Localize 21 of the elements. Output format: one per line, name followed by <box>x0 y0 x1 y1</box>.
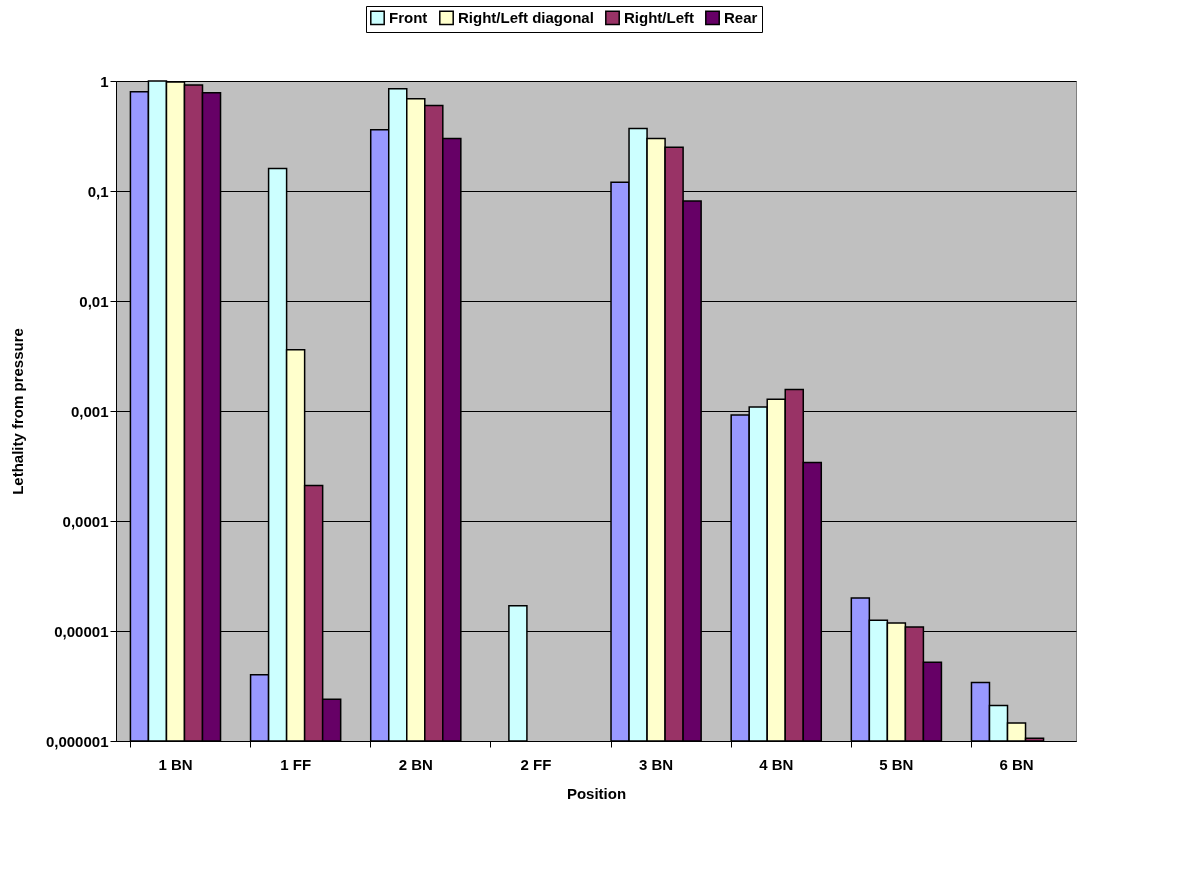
y-tick-label: 0,000001 <box>45 732 109 750</box>
x-tick-label: 1 BN <box>158 755 193 773</box>
x-tick-label: 3 BN <box>638 755 674 773</box>
legend-label: Front <box>389 8 428 26</box>
legend-label: Right/Left <box>624 8 694 26</box>
x-tick-label: 1 FF <box>280 755 312 773</box>
x-axis-title: Position <box>566 784 627 802</box>
y-tick-label: 0,0001 <box>62 512 109 530</box>
y-tick-label: 0,1 <box>87 182 109 200</box>
x-tick-label: 2 FF <box>520 755 552 773</box>
y-axis-title: Lethality from pressure <box>8 328 26 495</box>
y-tick-label: 0,01 <box>79 292 109 310</box>
y-tick-label: 1 <box>100 72 109 90</box>
y-tick-label: 0,001 <box>70 402 109 420</box>
x-tick-label: 5 BN <box>879 755 914 773</box>
y-tick-label: 0,00001 <box>54 622 109 640</box>
x-tick-label: 4 BN <box>759 755 794 773</box>
legend-label: Rear <box>724 8 758 26</box>
x-tick-label: 2 BN <box>398 755 433 773</box>
legend-label: Right/Left diagonal <box>458 8 594 26</box>
x-tick-label: 6 BN <box>999 755 1034 773</box>
